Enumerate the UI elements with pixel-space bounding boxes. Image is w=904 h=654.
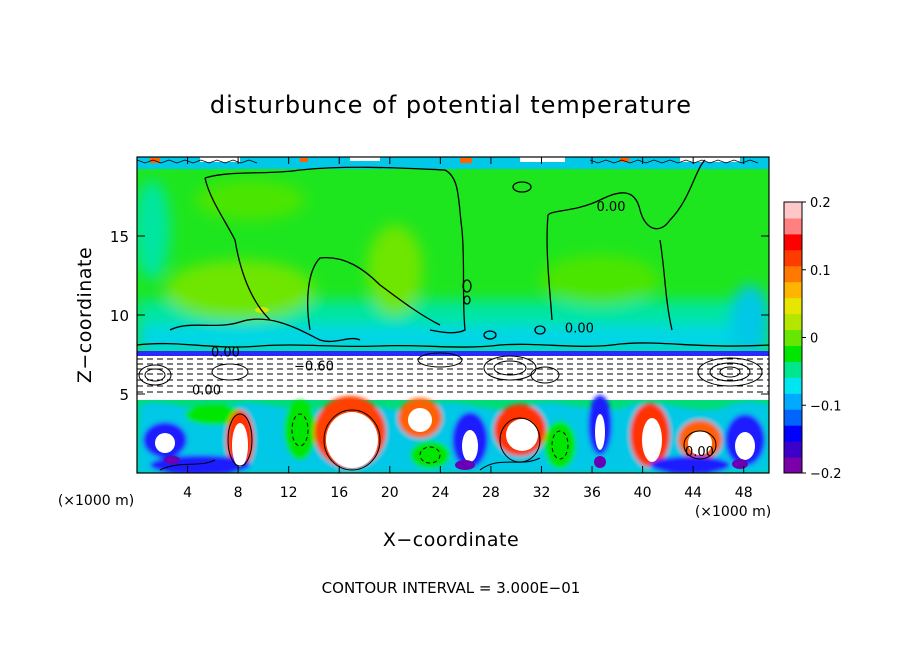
contour-interval: CONTOUR INTERVAL = 3.000E−01: [322, 579, 581, 597]
x-tick-label: 36: [583, 485, 601, 501]
plot-area: 0.00 0.00 0.00 −0.60 0.00 0.00: [137, 157, 769, 473]
x-unit-left: (×1000 m): [58, 493, 134, 509]
x-tick-label: 44: [684, 485, 702, 501]
colorbar-tick-label: 0.2: [810, 196, 831, 211]
contour-label: 0.00: [192, 383, 221, 398]
contour-label: 0.00: [565, 322, 594, 337]
colorbar-swatch: [784, 217, 802, 235]
y-axis-label: Z−coordinate: [74, 247, 96, 383]
x-axis-label: X−coordinate: [383, 529, 519, 551]
colorbar-ticks: 0.2 0.1 0 −0.1 −0.2: [802, 196, 842, 482]
colorbar-tick-label: 0.1: [810, 264, 831, 279]
colorbar-swatch: [784, 313, 802, 331]
x-tick-label: 40: [634, 485, 652, 501]
y-tick-label: 5: [119, 386, 129, 404]
x-tick-label: 28: [482, 485, 500, 501]
x-tick-label: 24: [431, 485, 449, 501]
colorbar-swatch: [784, 345, 802, 362]
colorbar-swatch: [784, 329, 802, 346]
x-tick-label: 32: [533, 485, 551, 501]
contour-lines: [137, 159, 769, 348]
colorbar: [784, 202, 802, 474]
x-tick-label: 16: [330, 485, 348, 501]
colorbar-swatch: [784, 409, 802, 426]
contour-label: 0.00: [685, 445, 714, 460]
x-axis-ticks: 4 8 12 16 20 24 28 32 36 40 44 48: [183, 157, 753, 501]
contour-label: 0.00: [597, 200, 626, 215]
x-tick-label: 4: [183, 485, 192, 501]
colorbar-tick-label: 0: [810, 332, 818, 347]
y-tick-label: 15: [110, 228, 129, 246]
y-tick-label: 10: [110, 307, 129, 325]
colorbar-swatch: [784, 457, 802, 474]
x-tick-label: 12: [280, 485, 298, 501]
contour-label: −0.60: [294, 360, 334, 375]
colorbar-swatch: [784, 425, 802, 442]
colorbar-swatch: [784, 265, 802, 283]
colorbar-swatch: [784, 377, 802, 394]
contour-labels: 0.00 0.00 0.00 −0.60 0.00 0.00: [192, 200, 714, 460]
colorbar-swatch: [784, 281, 802, 299]
colorbar-swatch: [784, 441, 802, 458]
colorbar-swatch: [784, 361, 802, 378]
chart-title: disturbunce of potential temperature: [210, 91, 692, 119]
x-tick-label: 48: [735, 485, 753, 501]
x-tick-label: 20: [381, 485, 399, 501]
colorbar-swatch: [784, 202, 802, 219]
x-unit-right: (×1000 m): [695, 504, 771, 520]
y-axis-ticks: 5 10 15: [110, 228, 769, 404]
contour-label: 0.00: [211, 345, 240, 360]
colorbar-swatch: [784, 393, 802, 410]
colorbar-tick-label: −0.2: [810, 467, 842, 482]
x-tick-label: 8: [234, 485, 243, 501]
colorbar-tick-label: −0.1: [810, 399, 842, 414]
colorbar-swatch: [784, 249, 802, 267]
colorbar-swatch: [784, 297, 802, 315]
colorbar-swatch: [784, 233, 802, 251]
